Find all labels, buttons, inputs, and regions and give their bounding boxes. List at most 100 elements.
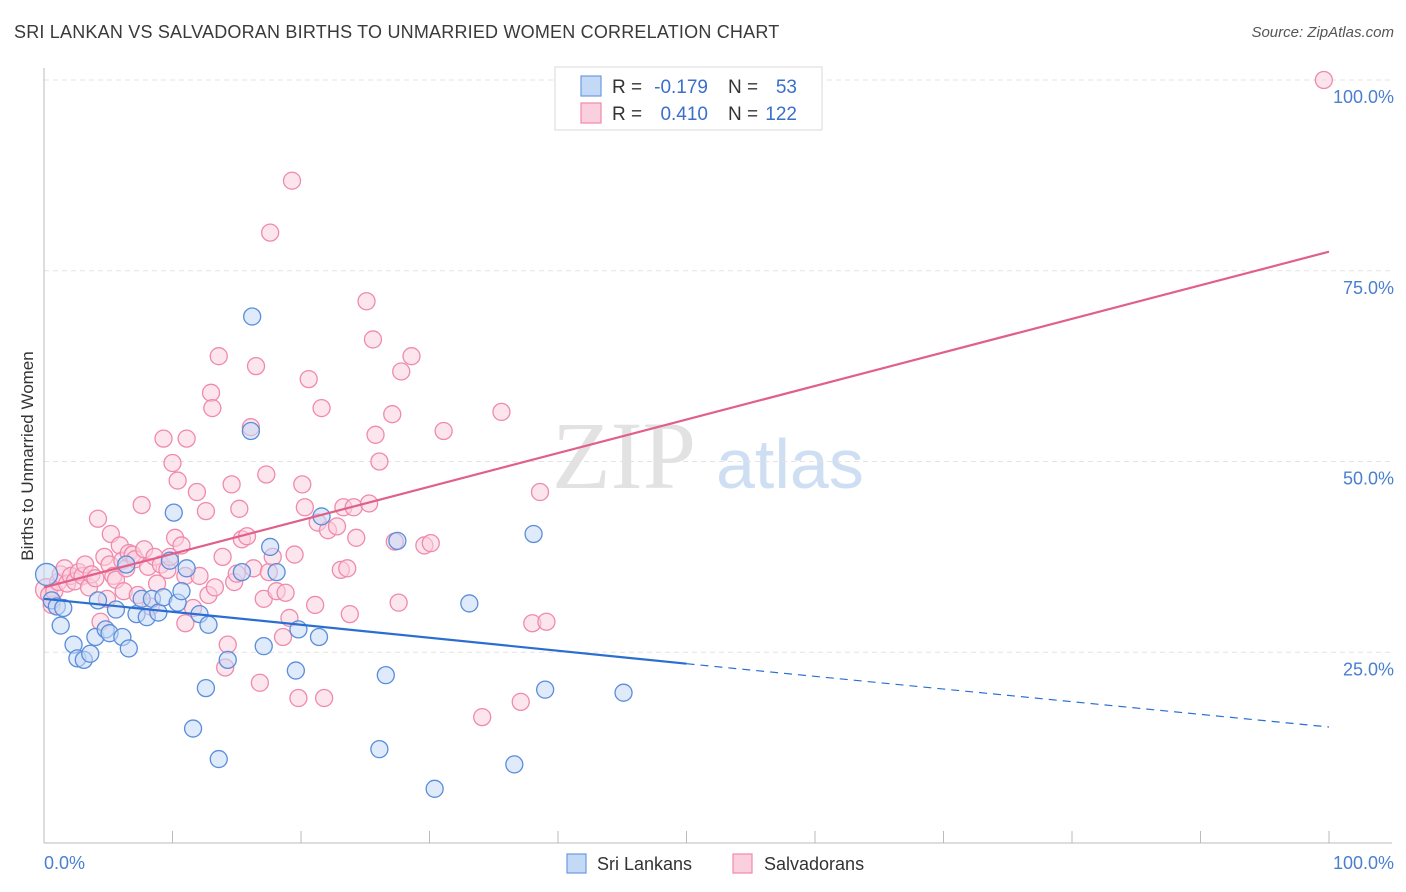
salvadorans-point (347, 528, 366, 547)
sri-lankans-point (218, 650, 237, 670)
sri-lankans-point (177, 559, 196, 578)
series-legend: Sri Lankans Salvadorans (566, 853, 864, 874)
sri-lankans-point (286, 661, 306, 680)
series-label-salvadorans: Salvadorans (764, 854, 864, 874)
sri-lankans-point (524, 524, 543, 544)
sri-lankans-point (505, 755, 524, 774)
sri-lankans-point (460, 594, 479, 613)
salvadorans-point (338, 559, 357, 578)
salvadorans-point (295, 498, 315, 517)
legend-n-value-1: 53 (776, 77, 797, 98)
salvadorans-point (213, 547, 232, 567)
sri-lankans-point (34, 562, 59, 587)
y-axis-label: Births to Unmarried Women (18, 351, 37, 560)
salvadorans-point (389, 593, 408, 612)
salvadorans-point (434, 421, 453, 441)
salvadorans-point (312, 398, 331, 418)
salvadorans-point (282, 171, 302, 190)
salvadorans-point (366, 425, 385, 444)
series-swatch-salvadorans (732, 853, 753, 874)
legend-r-value-2: 0.410 (660, 104, 708, 125)
salvadorans-point (203, 398, 222, 418)
x-tick-label-100: 100.0% (1333, 853, 1394, 873)
chart-title: SRI LANKAN VS SALVADORAN BIRTHS TO UNMAR… (14, 22, 780, 42)
salvadorans-point (357, 292, 376, 311)
salvadorans-point (370, 452, 389, 471)
sri-lankans-point (267, 562, 286, 582)
x-axis-ticks (172, 831, 1330, 843)
salvadorans-point (289, 688, 308, 708)
watermark-atlas: atlas (716, 425, 864, 503)
sri-lankans-point (88, 591, 108, 610)
correlation-legend: R = -0.179 N = 53 R = 0.410 N = 122 (554, 66, 823, 131)
legend-swatch-salvadorans (580, 102, 602, 124)
salvadorans-point (392, 362, 411, 381)
legend-n-label-1: N = (728, 77, 758, 98)
legend-n-label-2: N = (728, 104, 758, 125)
salvadorans-point (1314, 70, 1334, 90)
sri-lankans-point (54, 598, 73, 618)
sri-lankans-point (232, 562, 252, 582)
sri-lankans-point (388, 531, 407, 551)
legend-r-label-1: R = (612, 77, 642, 98)
sri-lankans-point (106, 600, 126, 619)
salvadorans-point (88, 509, 108, 528)
legend-swatch-sri-lankans (580, 75, 602, 97)
salvadorans-points (34, 70, 1334, 727)
sri-lankans-point (614, 683, 633, 702)
salvadorans-point (473, 707, 492, 727)
sri-lankans-point (241, 421, 261, 441)
legend-r-value-1: -0.179 (654, 77, 708, 98)
legend-r-label-2: R = (612, 104, 642, 125)
salvadorans-point (276, 583, 295, 602)
sri-lankans-trend-extension (686, 663, 1330, 728)
salvadorans-point (132, 495, 151, 515)
y-tick-label-100: 100.0% (1333, 87, 1394, 107)
salvadorans-point (421, 533, 440, 553)
salvadorans-point (187, 482, 207, 502)
salvadorans-trend-line (43, 250, 1330, 589)
y-tick-label-75: 75.0% (1343, 278, 1394, 298)
salvadorans-point (340, 604, 359, 624)
sri-lankans-point (51, 616, 70, 635)
sri-lankans-point (164, 503, 183, 522)
salvadorans-point (327, 517, 347, 536)
sri-lankans-point (261, 537, 280, 557)
salvadorans-point (218, 635, 237, 654)
salvadorans-point (222, 475, 241, 494)
sri-lankans-point (172, 582, 191, 601)
legend-n-value-2: 122 (765, 104, 797, 125)
salvadorans-point (196, 501, 216, 521)
salvadorans-point (273, 627, 293, 647)
salvadorans-point (383, 405, 402, 424)
sri-lankans-point (309, 627, 329, 647)
salvadorans-point (314, 688, 334, 708)
source-credit: Source: ZipAtlas.com (1251, 24, 1394, 41)
trend-lines (43, 250, 1330, 728)
salvadorans-point (299, 369, 318, 389)
sri-lankans-point (243, 307, 262, 326)
sri-lankans-point (183, 719, 203, 738)
sri-lankans-point (196, 678, 216, 698)
y-axis-tick-labels: 25.0% 50.0% 75.0% 100.0% (1333, 87, 1394, 679)
sri-lankans-point (209, 749, 228, 769)
salvadorans-point (402, 347, 421, 366)
sri-lankans-point (536, 680, 555, 699)
salvadorans-point (285, 545, 304, 564)
x-tick-label-0: 0.0% (44, 853, 85, 873)
sri-lankans-point (425, 779, 444, 798)
salvadorans-point (492, 402, 511, 422)
salvadorans-point (230, 499, 249, 518)
sri-lankans-point (254, 636, 273, 656)
sri-lankans-point (370, 740, 389, 759)
salvadorans-point (250, 673, 270, 692)
salvadorans-point (511, 692, 530, 711)
salvadorans-point (176, 614, 195, 633)
watermark-zip: ZIP (552, 402, 696, 509)
sri-lankans-point (81, 644, 100, 663)
salvadorans-point (168, 471, 187, 490)
sri-lankans-trend-line (43, 597, 687, 665)
sri-lankans-point (149, 603, 168, 622)
salvadorans-point (261, 223, 280, 242)
series-label-sri-lankans: Sri Lankans (597, 854, 692, 874)
